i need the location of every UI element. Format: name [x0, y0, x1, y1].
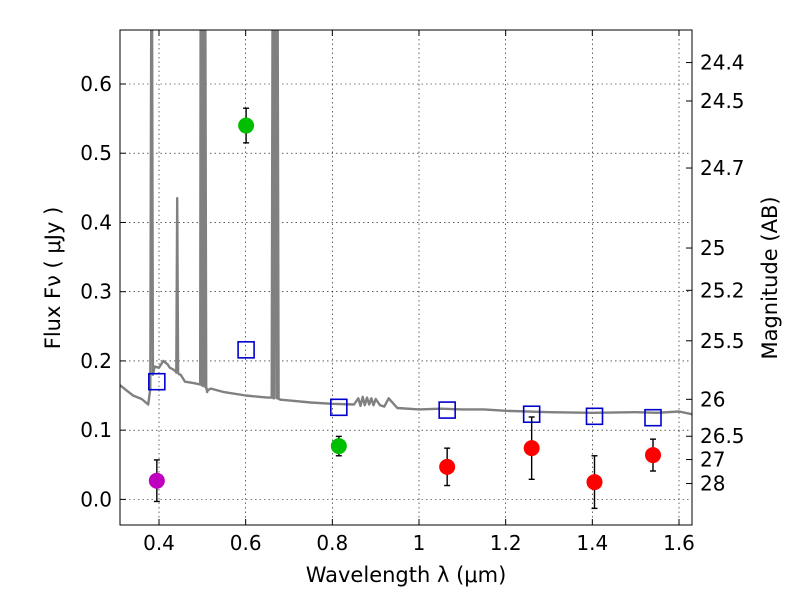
- magnitude-tick-label: 26: [700, 387, 725, 411]
- model-photometry-square: [148, 372, 166, 391]
- magnitude-axis-label: Magnitude (AB): [758, 196, 782, 359]
- observed-photometry-layer: [148, 107, 661, 510]
- observed-photometry-point: [645, 438, 661, 472]
- grid-lines: [120, 30, 692, 525]
- observed-photometry-point: [330, 435, 347, 457]
- observed-photometry-marker: [148, 472, 165, 489]
- observed-photometry-marker: [330, 438, 347, 455]
- magnitude-tick-label: 24.4: [700, 51, 745, 75]
- model-photometry-square: [644, 408, 662, 427]
- x-tick-label: 1.2: [490, 531, 522, 555]
- model-photometry-square: [438, 401, 456, 419]
- model-photometry-square: [330, 398, 348, 417]
- x-tick-label: 1.6: [663, 531, 695, 555]
- observed-photometry-marker: [238, 117, 255, 134]
- model-sed-layer: [120, 30, 692, 416]
- observed-photometry-marker: [523, 440, 540, 457]
- magnitude-tick-label: 26.5: [700, 424, 745, 448]
- observed-photometry-marker: [645, 447, 661, 464]
- plot-frame: [119, 29, 693, 526]
- y-tick-label: 0.3: [80, 280, 112, 304]
- y-tick-label: 0.2: [80, 349, 112, 373]
- y-tick-label: 0.6: [80, 72, 112, 96]
- observed-photometry-marker: [586, 474, 603, 491]
- observed-photometry-point: [148, 459, 165, 503]
- y-axis-ticks: 0.0 0.1 0.2 0.3 0.4 0.5 0.6: [80, 72, 126, 511]
- observed-photometry-marker: [439, 458, 456, 475]
- x-tick-label: 0.8: [316, 531, 348, 555]
- x-tick-label: 1.4: [576, 531, 608, 555]
- observed-photometry-point: [523, 416, 540, 481]
- y-tick-label: 0.0: [80, 487, 112, 511]
- magnitude-tick-label: 24.7: [700, 156, 745, 180]
- x-tick-label: 0.6: [230, 531, 262, 555]
- magnitude-tick-label: 25.5: [700, 329, 745, 353]
- model-photometry-square: [585, 407, 604, 426]
- x-tick-label: 0.4: [143, 531, 175, 555]
- x-tick-label: 1: [413, 531, 426, 555]
- model-sed-line: [120, 30, 692, 416]
- magnitude-tick-label: 28: [700, 472, 725, 496]
- magnitude-tick-label: 24.5: [700, 89, 745, 113]
- model-photometry-square: [237, 341, 255, 359]
- y-tick-label: 0.5: [80, 141, 112, 165]
- x-axis-ticks: 0.4 0.6 0.8 1 1.2 1.4 1.6: [143, 30, 695, 555]
- magnitude-tick-label: 25: [700, 236, 725, 260]
- y-tick-label: 0.1: [80, 418, 112, 442]
- observed-photometry-point: [238, 107, 255, 144]
- magnitude-tick-label: 25.2: [700, 278, 745, 302]
- magnitude-tick-label: 27: [700, 448, 725, 472]
- observed-photometry-point: [439, 447, 456, 487]
- x-axis-label: Wavelength λ (μm): [306, 563, 507, 587]
- observed-photometry-point: [586, 455, 603, 510]
- y-axis-label: Flux Fν ( μJy ): [41, 207, 65, 350]
- y-tick-label: 0.4: [80, 210, 112, 234]
